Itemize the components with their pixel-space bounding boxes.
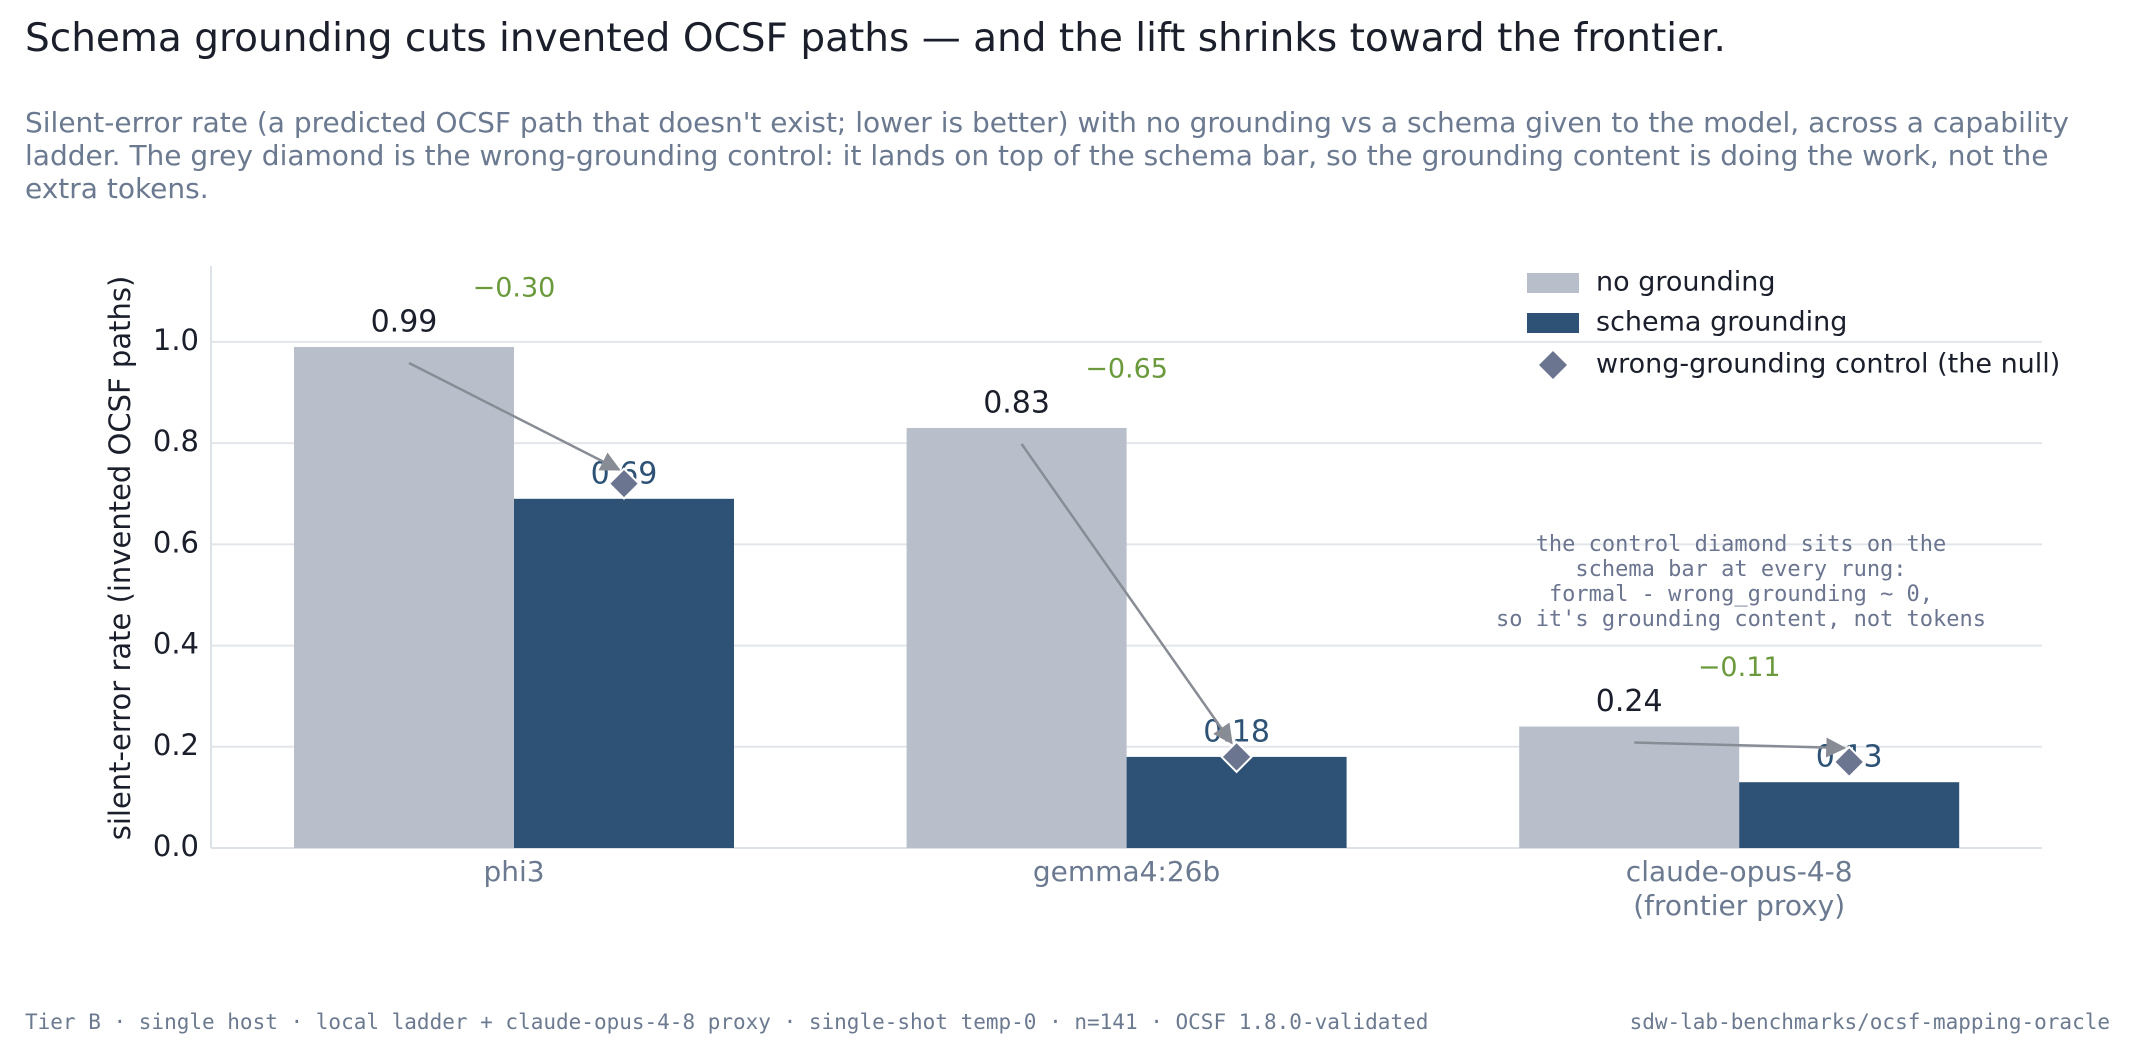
- legend-label: schema grounding: [1596, 307, 1847, 338]
- bar: [906, 427, 1127, 848]
- legend-marker: [1539, 351, 1567, 379]
- delta-arrow: [408, 361, 621, 471]
- delta-arrow: [1634, 737, 1847, 758]
- x-tick-label: gemma4:26b: [1033, 855, 1220, 888]
- annotation: schema bar at every rung:: [1575, 557, 1906, 582]
- control-diamond: [1220, 740, 1254, 774]
- x-tick-label: phi3: [483, 855, 544, 888]
- control-diamond: [1832, 745, 1866, 779]
- footer-right: sdw-lab-benchmarks/ocsf-mapping-oracle: [1630, 1010, 2110, 1034]
- bar: [294, 346, 514, 848]
- delta-label: −0.11: [1698, 652, 1781, 683]
- bar: [1739, 782, 1960, 848]
- y-tick-label: 0.2: [153, 728, 199, 762]
- annotation: formal - wrong_grounding ~ 0,: [1549, 582, 1933, 607]
- legend-swatch: [1527, 273, 1579, 293]
- chart-subtitle: Silent-error rate (a predicted OCSF path…: [25, 106, 2069, 205]
- value-label: 0.24: [1596, 684, 1663, 719]
- y-axis-label: silent-error rate (invented OCSF paths): [103, 276, 137, 841]
- x-tick-label: claude-opus-4-8 (frontier proxy): [1626, 855, 1853, 922]
- value-label: 0.99: [371, 304, 438, 339]
- y-tick-label: 0.4: [153, 627, 199, 661]
- y-tick-label: 1.0: [153, 323, 199, 357]
- bar: [514, 498, 734, 848]
- y-tick-label: 0.8: [153, 424, 199, 458]
- delta-label: −0.30: [473, 272, 556, 303]
- delta-label: −0.65: [1085, 353, 1168, 384]
- annotation: so it's grounding content, not tokens: [1496, 607, 1986, 632]
- legend-label: wrong-grounding control (the null): [1596, 349, 2060, 380]
- annotation: the control diamond sits on the: [1536, 532, 1947, 557]
- footer-left: Tier B · single host · local ladder + cl…: [25, 1010, 1428, 1034]
- y-tick-label: 0.0: [153, 829, 199, 863]
- control-diamond: [607, 467, 641, 501]
- legend-label: no grounding: [1596, 267, 1776, 298]
- chart-title: Schema grounding cuts invented OCSF path…: [25, 16, 1726, 61]
- y-tick-label: 0.6: [153, 525, 199, 559]
- value-label: 0.83: [983, 385, 1050, 420]
- bar: [1519, 726, 1740, 848]
- delta-arrow: [1020, 443, 1233, 745]
- legend-swatch: [1527, 313, 1579, 333]
